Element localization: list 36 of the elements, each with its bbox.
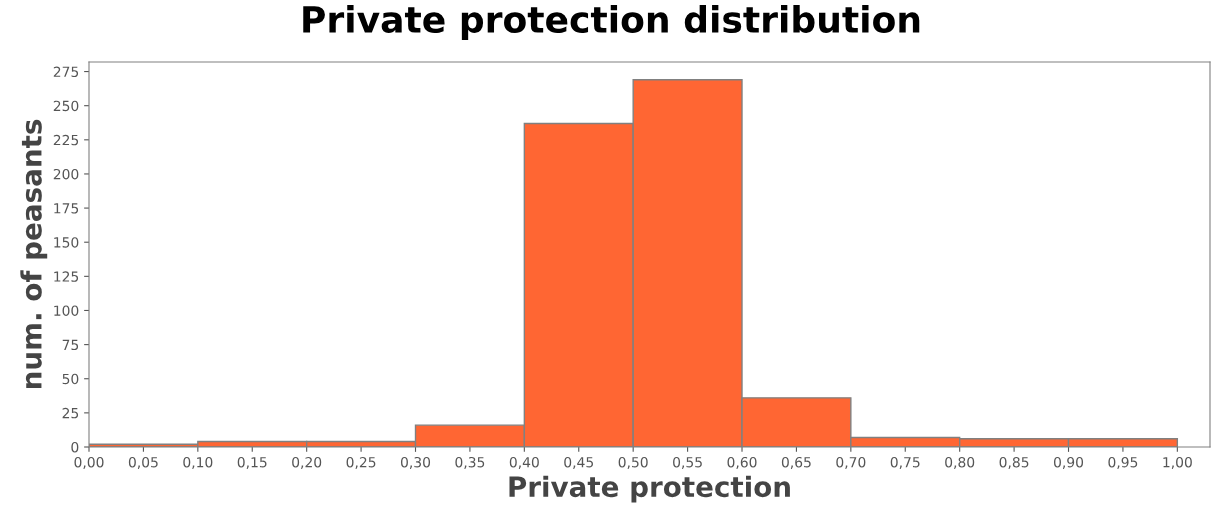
y-tick-label: 150 <box>54 237 79 248</box>
y-tick-label: 175 <box>54 203 79 214</box>
x-tick-label: 1,00 <box>1163 456 1192 469</box>
x-axis-title: Private protection <box>509 475 790 503</box>
x-tick-label: 0,05 <box>128 456 158 469</box>
x-tick-label: 0,90 <box>1053 456 1084 469</box>
y-tick-label: 225 <box>53 134 79 146</box>
x-tick-label: 0,00 <box>74 456 104 469</box>
x-tick-label: 0,85 <box>999 456 1029 469</box>
x-tick-label: 0,75 <box>890 456 920 469</box>
chart-title: Private protection distribution <box>303 5 920 41</box>
x-tick-label: 0,25 <box>346 456 376 469</box>
x-tick-label: 0,40 <box>509 456 539 469</box>
x-tick-label: 0,10 <box>183 456 213 469</box>
y-tick-label: 75 <box>62 339 79 351</box>
x-tick-label: 0,50 <box>618 456 648 469</box>
y-tick-label: 275 <box>53 66 79 78</box>
y-axis-title: num. of peasants <box>20 119 48 389</box>
x-tick-label: 0,45 <box>564 456 594 469</box>
x-tick-label: 0,65 <box>781 456 811 469</box>
y-tick-label: 125 <box>54 271 79 282</box>
x-tick-label: 0,95 <box>1108 456 1138 469</box>
y-tick-label: 50 <box>62 373 79 385</box>
y-tick-label: 200 <box>53 168 79 180</box>
y-tick-label: 250 <box>53 100 79 112</box>
x-tick-label: 0,20 <box>292 456 322 469</box>
x-tick-label: 0,60 <box>727 456 757 469</box>
y-tick-label: 25 <box>62 407 79 419</box>
y-tick-label: 100 <box>54 305 79 316</box>
x-tick-label: 0,35 <box>455 456 485 469</box>
y-tick-label: 0 <box>71 441 79 453</box>
x-tick-label: 0,55 <box>673 456 702 469</box>
x-tick-label: 0,15 <box>237 456 267 469</box>
x-tick-label: 0,70 <box>836 456 866 469</box>
x-tick-label: 0,80 <box>945 456 975 469</box>
x-tick-label: 0,30 <box>400 456 431 469</box>
